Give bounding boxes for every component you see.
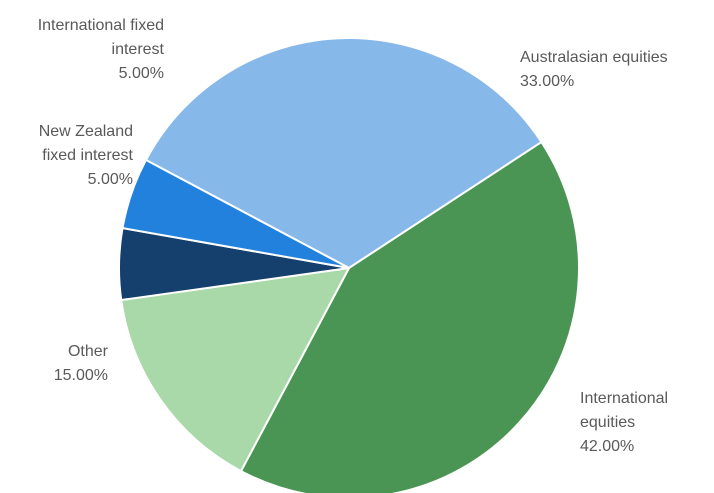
slice-name-label: equities — [580, 414, 635, 431]
slice-name-label: New Zealand — [39, 123, 133, 140]
slice-value-label: 5.00% — [119, 65, 164, 82]
slice-value-label: 15.00% — [54, 367, 108, 384]
slice-value-label: 33.00% — [520, 73, 574, 90]
slice-label-new-zealand-fixed-interest: New Zealand fixed interest 5.00% — [39, 123, 134, 188]
pie-slice-other — [120, 266, 351, 473]
slice-name-label: International — [580, 390, 668, 407]
slice-name-label: interest — [112, 41, 165, 58]
slice-label-australasian-equities: Australasian equities 33.00% — [520, 49, 668, 90]
slice-name-label: Australasian equities — [520, 49, 668, 66]
slice-name-label: fixed interest — [42, 147, 133, 164]
slice-label-other: Other 15.00% — [54, 343, 109, 384]
slice-value-label: 42.00% — [580, 438, 634, 455]
slice-label-international-equities: International equities 42.00% — [580, 390, 668, 455]
pie-slice-international-equities — [239, 140, 580, 493]
slice-label-international-fixed-interest: International fixed interest 5.00% — [38, 17, 165, 82]
slice-name-label: International fixed — [38, 17, 164, 34]
pie-slice-international-fixed-interest — [121, 158, 350, 269]
slice-value-label: 5.00% — [88, 171, 133, 188]
slice-name-label: Other — [68, 343, 109, 360]
pie-labels: Australasian equities 33.00% International… — [38, 17, 668, 455]
pie-slices — [118, 37, 580, 493]
pie-slice-australasian-equities — [144, 37, 543, 270]
